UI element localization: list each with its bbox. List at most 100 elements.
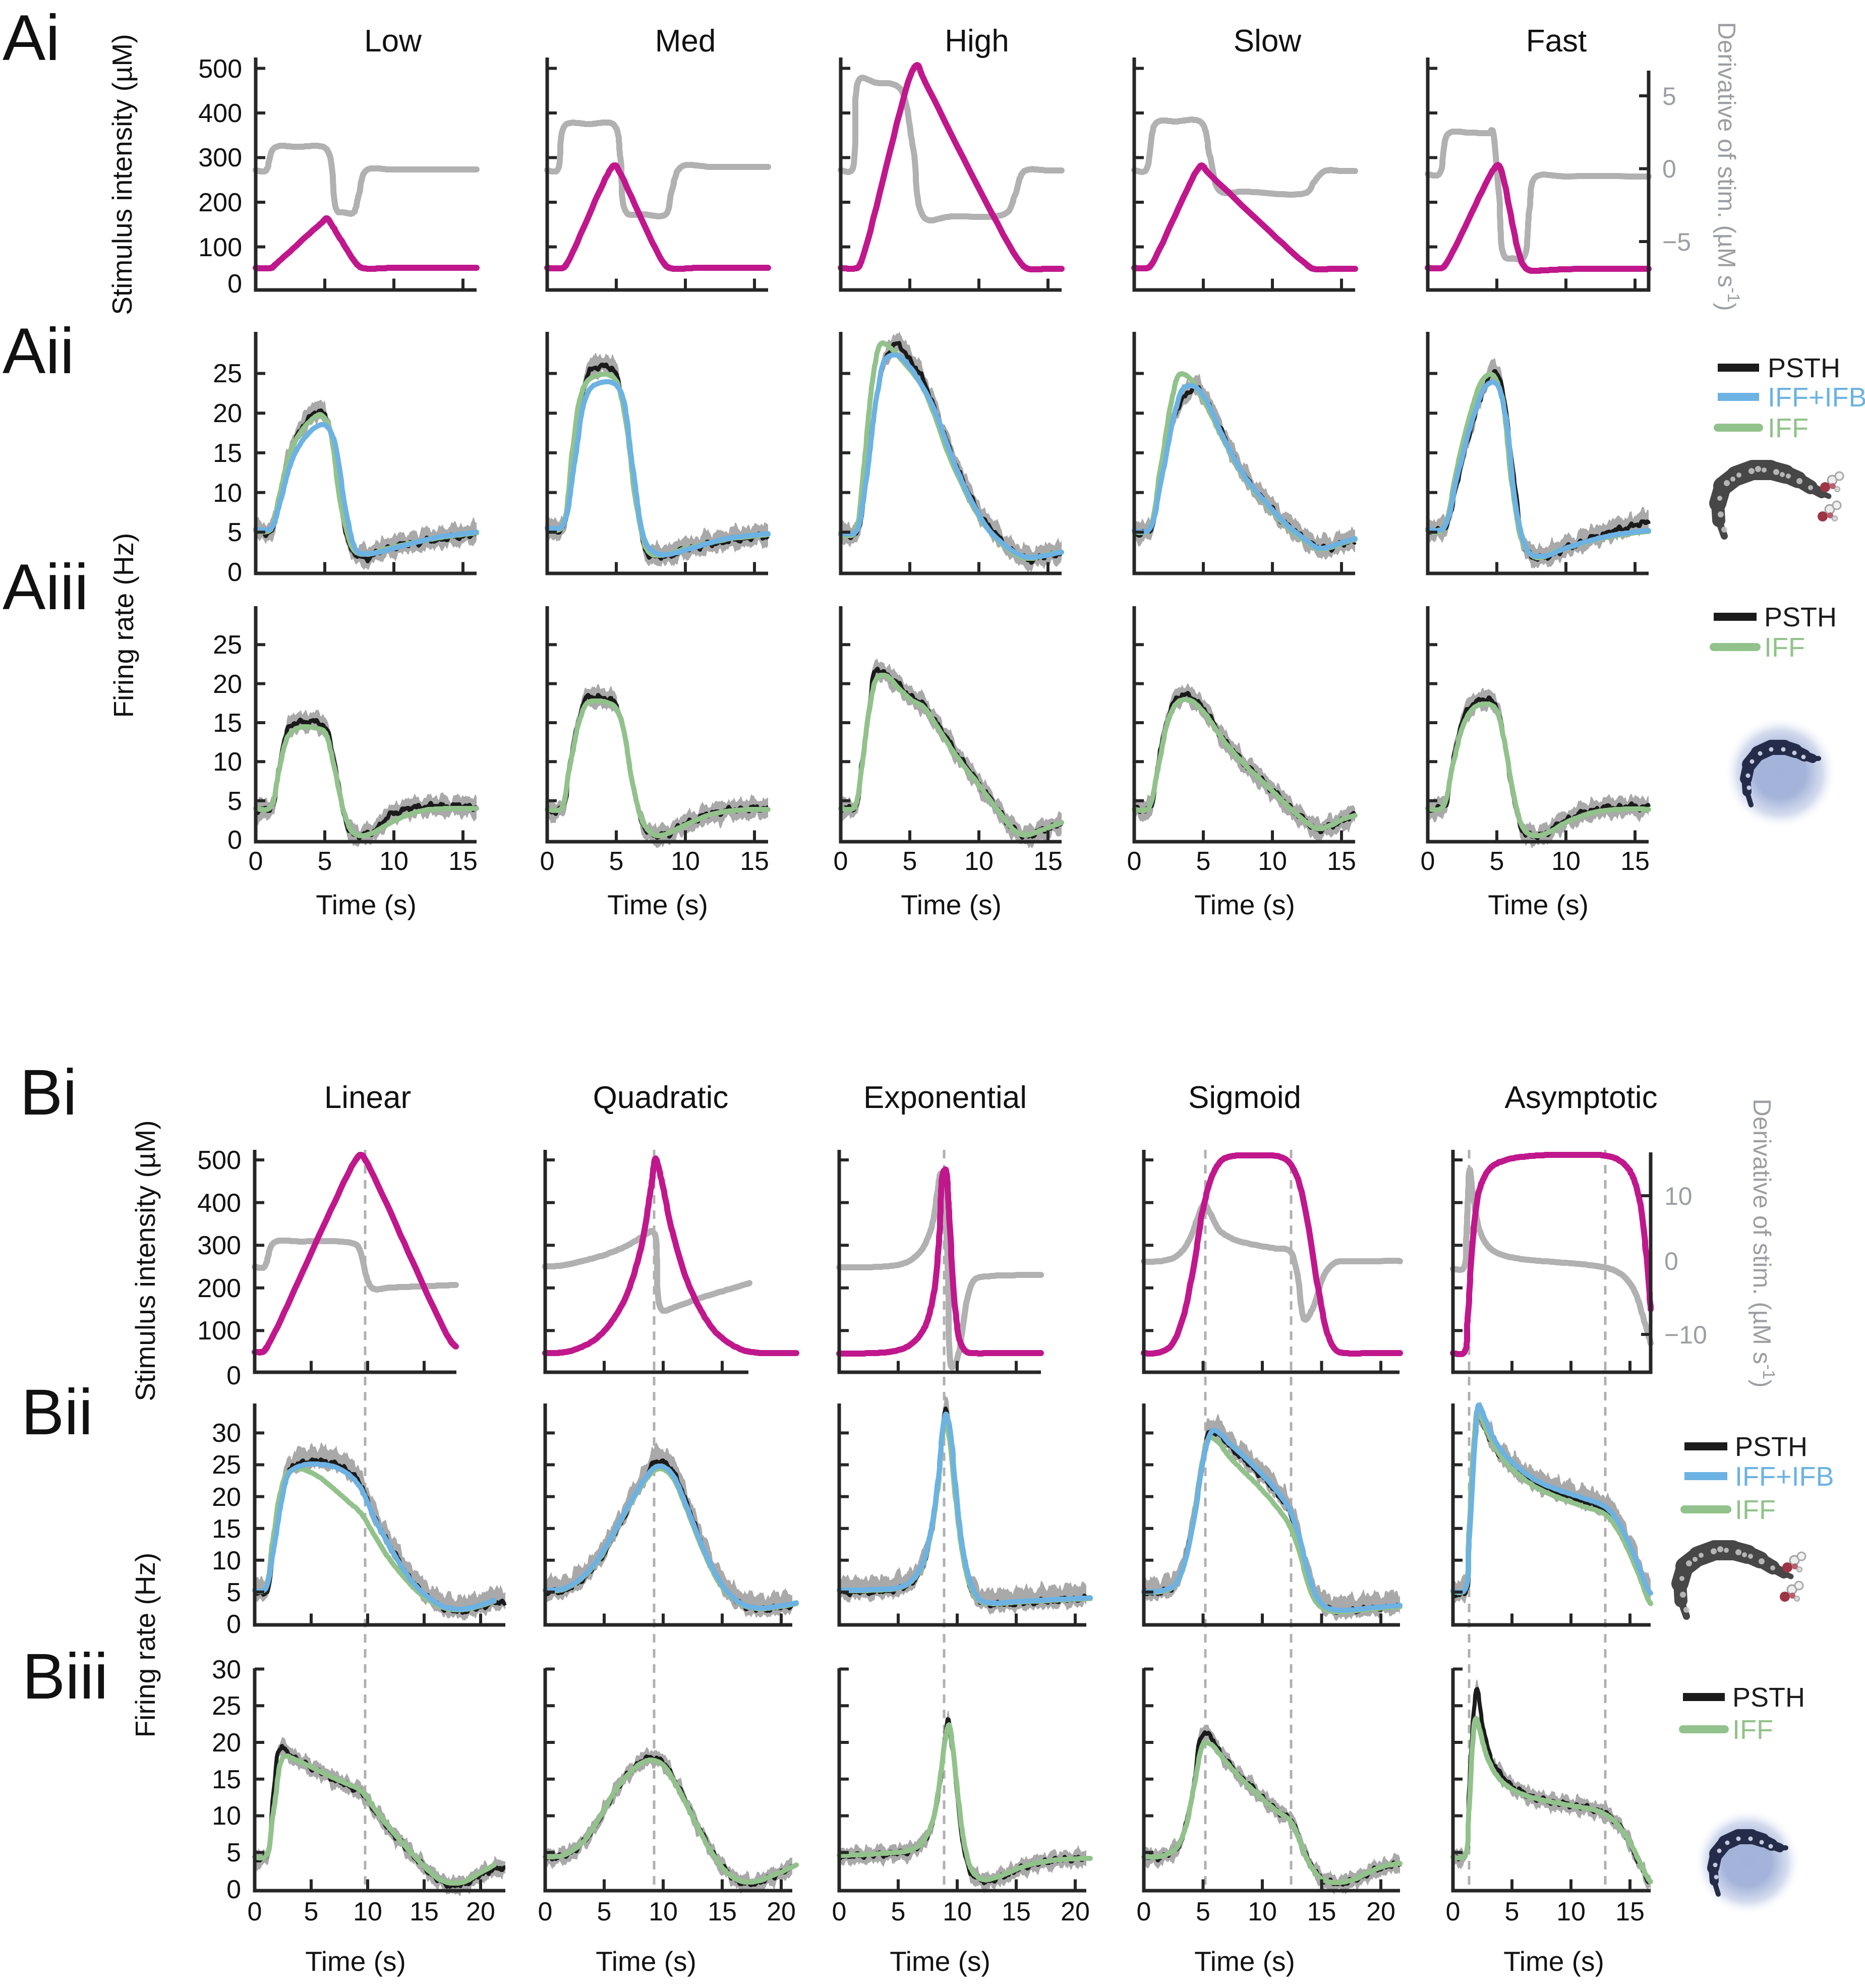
svg-text:Derivative of stim. (µM s-1): Derivative of stim. (µM s-1) [1713, 22, 1743, 311]
svg-text:10: 10 [649, 1897, 678, 1926]
svg-text:100: 100 [197, 1316, 241, 1346]
svg-text:10: 10 [212, 1801, 241, 1831]
svg-text:IFF: IFF [1764, 632, 1805, 663]
svg-text:0: 0 [538, 1897, 553, 1926]
svg-text:10: 10 [213, 747, 242, 777]
svg-text:400: 400 [197, 1189, 241, 1218]
svg-text:PSTH: PSTH [1732, 1682, 1805, 1713]
svg-text:Asymptotic: Asymptotic [1504, 1080, 1657, 1115]
svg-text:15: 15 [740, 847, 769, 876]
svg-text:0: 0 [226, 1610, 241, 1639]
svg-text:Stimulus intensity (µM): Stimulus intensity (µM) [106, 34, 138, 315]
svg-text:5: 5 [1662, 82, 1676, 110]
svg-text:300: 300 [197, 1231, 241, 1260]
svg-text:5: 5 [903, 847, 917, 876]
svg-text:10: 10 [213, 479, 242, 508]
svg-text:Med: Med [655, 24, 716, 59]
svg-text:10: 10 [1556, 1897, 1586, 1926]
svg-text:Time (s): Time (s) [316, 889, 417, 920]
svg-text:0: 0 [227, 558, 242, 587]
svg-text:5: 5 [227, 787, 242, 816]
svg-text:5: 5 [318, 847, 332, 876]
svg-text:5: 5 [227, 518, 242, 547]
svg-text:200: 200 [198, 188, 242, 217]
svg-text:0: 0 [1446, 1897, 1461, 1926]
svg-text:100: 100 [198, 233, 242, 262]
svg-text:0: 0 [249, 847, 263, 876]
svg-text:10: 10 [1664, 1182, 1693, 1210]
svg-text:25: 25 [213, 630, 242, 660]
svg-text:20: 20 [212, 1483, 241, 1512]
svg-text:0: 0 [226, 1875, 241, 1904]
svg-text:10: 10 [1551, 847, 1581, 876]
svg-text:PSTH: PSTH [1768, 353, 1840, 383]
svg-text:15: 15 [1307, 1897, 1336, 1926]
svg-text:Aiii: Aiii [3, 551, 89, 623]
svg-text:5: 5 [226, 1838, 241, 1867]
svg-text:Fast: Fast [1526, 24, 1587, 59]
svg-text:15: 15 [213, 709, 242, 738]
svg-text:15: 15 [212, 1514, 241, 1544]
svg-text:25: 25 [213, 359, 242, 388]
svg-text:5: 5 [1490, 847, 1504, 876]
svg-text:30: 30 [212, 1655, 241, 1684]
svg-text:0: 0 [227, 826, 242, 855]
svg-text:15: 15 [1620, 847, 1650, 876]
svg-text:Time (s): Time (s) [1503, 1946, 1604, 1977]
svg-text:0: 0 [1662, 155, 1676, 183]
svg-text:10: 10 [1258, 847, 1287, 876]
svg-text:Quadratic: Quadratic [593, 1080, 729, 1115]
svg-text:Firing rate (Hz): Firing rate (Hz) [108, 533, 139, 718]
svg-text:Time (s): Time (s) [901, 889, 1002, 920]
svg-text:0: 0 [1127, 847, 1142, 876]
svg-text:Time (s): Time (s) [1488, 889, 1589, 920]
svg-text:−10: −10 [1664, 1321, 1707, 1349]
svg-text:10: 10 [379, 847, 409, 876]
svg-text:Exponential: Exponential [863, 1080, 1027, 1115]
svg-text:15: 15 [1002, 1897, 1031, 1926]
svg-text:20: 20 [1061, 1897, 1090, 1926]
svg-text:Time (s): Time (s) [1194, 889, 1295, 920]
svg-text:Bi: Bi [20, 1057, 77, 1129]
svg-text:10: 10 [353, 1897, 382, 1926]
svg-text:30: 30 [212, 1419, 241, 1448]
svg-text:High: High [945, 24, 1009, 59]
svg-text:IFF: IFF [1735, 1495, 1776, 1525]
svg-text:Time (s): Time (s) [596, 1946, 696, 1977]
svg-text:10: 10 [671, 847, 700, 876]
svg-text:15: 15 [708, 1897, 737, 1926]
svg-text:0: 0 [227, 269, 242, 299]
svg-text:0: 0 [248, 1897, 262, 1926]
svg-text:25: 25 [212, 1691, 241, 1721]
svg-text:IFF: IFF [1768, 413, 1809, 443]
svg-text:0: 0 [834, 847, 848, 876]
svg-text:5: 5 [304, 1897, 319, 1926]
svg-text:Bii: Bii [21, 1376, 93, 1448]
svg-text:500: 500 [197, 1146, 241, 1175]
svg-text:20: 20 [1366, 1897, 1395, 1926]
svg-text:Ai: Ai [3, 2, 60, 74]
svg-text:0: 0 [540, 847, 555, 876]
svg-text:25: 25 [212, 1450, 241, 1480]
svg-text:300: 300 [198, 143, 242, 172]
svg-text:15: 15 [1033, 847, 1063, 876]
svg-text:0: 0 [832, 1897, 847, 1926]
svg-text:15: 15 [213, 439, 242, 468]
svg-text:10: 10 [964, 847, 994, 876]
svg-text:IFF: IFF [1732, 1715, 1773, 1745]
svg-text:5: 5 [1505, 1897, 1520, 1926]
svg-text:Stimulus intensity (µM): Stimulus intensity (µM) [130, 1120, 161, 1401]
svg-text:PSTH: PSTH [1735, 1432, 1808, 1462]
svg-text:IFF+IFB: IFF+IFB [1768, 382, 1865, 413]
svg-text:10: 10 [943, 1897, 972, 1926]
svg-text:15: 15 [212, 1765, 241, 1794]
svg-text:−5: −5 [1662, 228, 1691, 256]
svg-text:15: 15 [410, 1897, 439, 1926]
svg-text:15: 15 [1615, 1897, 1645, 1926]
svg-text:0: 0 [1137, 1897, 1151, 1926]
svg-text:0: 0 [1664, 1247, 1678, 1275]
svg-text:5: 5 [891, 1897, 906, 1926]
svg-text:5: 5 [226, 1578, 241, 1607]
svg-text:20: 20 [466, 1897, 495, 1926]
svg-text:Firing rate (Hz): Firing rate (Hz) [130, 1553, 161, 1738]
